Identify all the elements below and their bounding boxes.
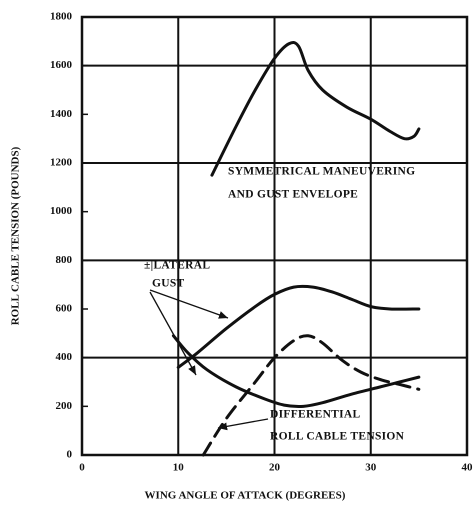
annotation: DIFFERENTIAL — [270, 409, 361, 421]
x-tick-label: 0 — [79, 462, 85, 474]
annotation: ROLL CABLE TENSION — [270, 431, 405, 443]
arrow — [149, 289, 229, 319]
y-tick-label: 200 — [56, 400, 73, 412]
line — [176, 284, 421, 369]
annotation: SYMMETRICAL MANEUVERING — [228, 166, 415, 178]
x-axis-label: WING ANGLE OF ATTACK (DEGREES) — [145, 490, 346, 502]
annotation: AND GUST ENVELOPE — [228, 189, 358, 201]
annotation: ±|LATERAL — [144, 260, 210, 272]
x-tick-label: 30 — [365, 462, 377, 474]
y-tick-label: 1800 — [50, 11, 73, 23]
y-axis-label: ROLL CABLE TENSION (POUNDS) — [10, 146, 22, 325]
line — [201, 334, 421, 457]
annotation: GUST — [152, 278, 185, 290]
x-tick-label: 40 — [462, 462, 473, 474]
y-tick-label: 400 — [56, 351, 73, 363]
x-tick-label: 20 — [269, 462, 281, 474]
y-tick-label: 1400 — [50, 108, 73, 120]
y-tick-label: 1200 — [50, 157, 73, 169]
y-tick-label: 1600 — [50, 59, 73, 71]
y-tick-label: 600 — [56, 303, 73, 315]
y-tick-label: 800 — [56, 254, 73, 266]
line — [210, 40, 421, 177]
arrow — [217, 418, 269, 431]
line — [171, 334, 421, 408]
y-tick-label: 1000 — [50, 205, 73, 217]
y-tick-label: 0 — [67, 449, 73, 461]
x-tick-label: 10 — [173, 462, 185, 474]
